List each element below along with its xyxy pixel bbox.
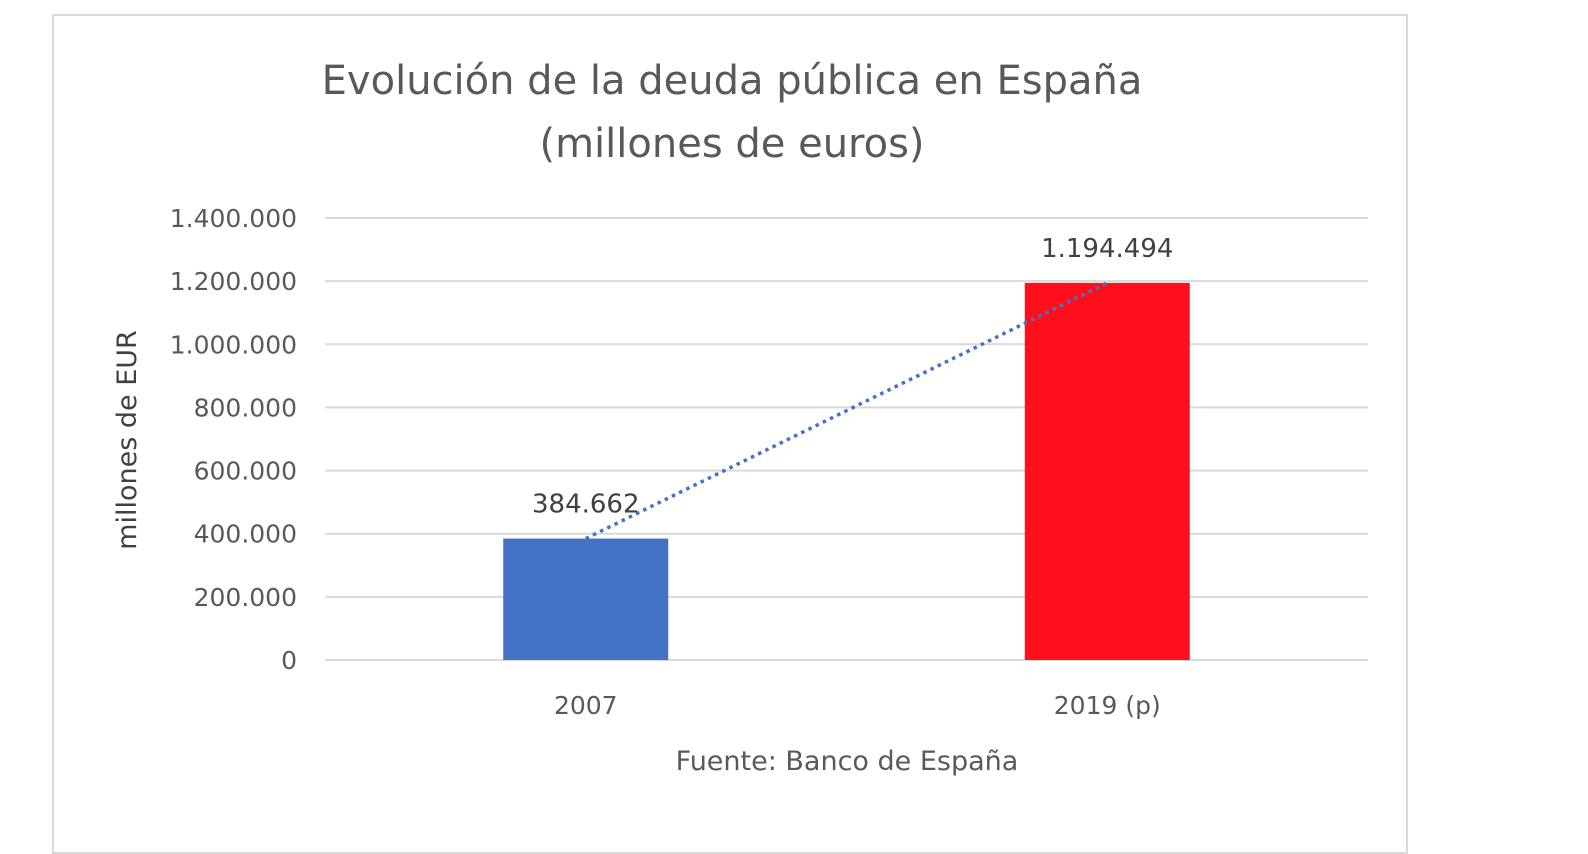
y-tick-label: 800.000 — [194, 393, 297, 422]
x-tick-label: 2007 — [554, 691, 618, 720]
y-axis-ticks: 0 200.000 400.000 600.000 800.000 1.000.000 1.… — [170, 204, 297, 675]
data-labels: 384.662 1.194.494 — [532, 234, 1173, 520]
trendline-line — [584, 281, 1109, 541]
chart-title-line-2: (millones de euros) — [539, 121, 924, 167]
y-tick-label: 1.400.000 — [170, 204, 297, 233]
y-axis-title: millones de EUR — [112, 330, 143, 550]
bars — [503, 282, 1190, 660]
y-tick-label: 0 — [281, 646, 297, 675]
bar — [1024, 282, 1190, 660]
y-tick-label: 200.000 — [194, 583, 297, 612]
y-tick-label: 400.000 — [194, 520, 297, 549]
bar — [503, 538, 669, 660]
x-axis-title: Fuente: Banco de España — [676, 746, 1019, 777]
y-tick-label: 1.200.000 — [170, 267, 297, 296]
y-tick-label: 1.000.000 — [170, 330, 297, 359]
trendline — [584, 281, 1109, 541]
y-tick-label: 600.000 — [194, 457, 297, 486]
bar-chart: Evolución de la deuda pública en España … — [112, 58, 1368, 777]
x-tick-label: 2019 (p) — [1054, 691, 1161, 720]
x-axis-ticks: 2007 2019 (p) — [554, 691, 1161, 720]
gridlines — [325, 217, 1368, 661]
chart-title-line-1: Evolución de la deuda pública en España — [322, 58, 1143, 104]
data-label: 1.194.494 — [1041, 234, 1173, 264]
data-label: 384.662 — [532, 490, 640, 520]
